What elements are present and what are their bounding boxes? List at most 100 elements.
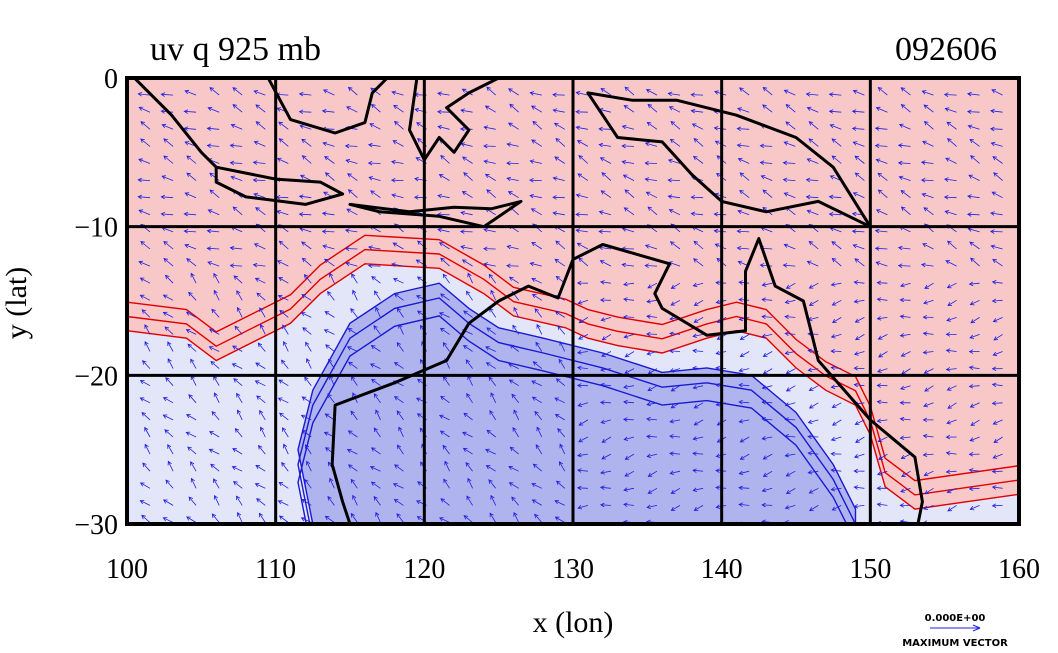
wind-vector [760, 175, 773, 181]
wind-vector [558, 358, 566, 369]
wind-vector [784, 434, 796, 439]
wind-vector [784, 331, 796, 337]
wind-vector [440, 498, 450, 506]
dry-contour [297, 282, 857, 524]
wind-vector [575, 90, 588, 96]
wind-vector [877, 436, 888, 443]
wind-vector [256, 292, 266, 301]
wind-vector [991, 503, 1003, 508]
wind-vector [922, 140, 934, 147]
wind-vector [253, 243, 266, 250]
wind-vector [644, 160, 658, 166]
wind-vector [647, 470, 658, 477]
wind-vector [970, 155, 980, 164]
wind-vector [782, 263, 796, 268]
wind-vector [874, 126, 888, 131]
wind-vector [438, 174, 450, 181]
wind-vector [506, 244, 519, 250]
wind-vector [762, 189, 773, 199]
wind-vector [601, 436, 612, 443]
wind-vector [462, 447, 473, 455]
wind-vector [807, 434, 819, 439]
wind-vector [969, 138, 980, 147]
wind-vector [467, 477, 473, 489]
wind-vector [390, 159, 404, 165]
wind-vector [138, 158, 151, 164]
wind-vector [299, 174, 312, 181]
wind-vector [301, 396, 312, 404]
x-tick-label: 140 [701, 554, 743, 585]
wind-vector [761, 417, 773, 422]
wind-vector [254, 277, 266, 284]
wind-vector [806, 158, 819, 164]
wind-vector [669, 451, 681, 456]
wind-vector [991, 469, 1003, 474]
wind-vector [279, 412, 289, 421]
wind-vector [396, 342, 404, 352]
wind-vector [255, 207, 266, 216]
wind-vector [209, 87, 220, 96]
wind-vector [989, 229, 1003, 234]
wind-vector [138, 106, 151, 113]
wind-vector [322, 89, 335, 96]
wind-vector [323, 329, 335, 335]
wind-vector [920, 177, 934, 183]
wind-vector [164, 429, 174, 438]
wind-vector [601, 172, 612, 181]
wind-vector [436, 109, 450, 115]
wind-vector [575, 228, 588, 233]
humidity-contours [127, 234, 1019, 524]
wind-vector [137, 177, 151, 183]
wind-vector [531, 396, 543, 404]
wind-vector [213, 392, 220, 403]
wind-vector [875, 209, 888, 216]
wind-vector [232, 448, 243, 455]
wind-vector [738, 485, 750, 491]
wind-vector [600, 367, 611, 372]
wind-vector [991, 298, 1003, 304]
wind-vector [210, 360, 220, 369]
wind-vector [183, 229, 197, 234]
wind-vector [945, 469, 957, 474]
wind-vector [945, 367, 957, 372]
wind-vector [559, 340, 566, 352]
wind-vector [369, 466, 381, 472]
wind-vector [437, 227, 450, 233]
wind-vector [486, 86, 496, 96]
wind-vector [460, 245, 473, 250]
wind-vector [923, 368, 934, 374]
wind-vector [301, 241, 312, 250]
wind-vector [692, 451, 704, 456]
wind-vector [461, 156, 473, 164]
wind-vector [439, 430, 450, 438]
wind-vector [808, 240, 819, 250]
wind-vector [554, 516, 565, 523]
wind-vector [784, 417, 796, 422]
wind-vector [576, 485, 588, 491]
wind-vector [969, 241, 980, 250]
wind-vector [367, 160, 381, 166]
wind-vector [575, 109, 588, 115]
wind-vector [489, 409, 497, 421]
wind-vector [207, 106, 220, 113]
wind-vector [991, 280, 1003, 285]
wind-vector [213, 289, 220, 301]
wind-vector [438, 414, 450, 421]
wind-vector [943, 195, 957, 200]
wind-vector [183, 109, 197, 114]
wind-vector [162, 294, 174, 301]
wind-vector [144, 426, 151, 438]
wind-vector [278, 240, 289, 250]
wind-vector [667, 194, 681, 199]
wind-vector [968, 452, 980, 457]
wind-vector [512, 426, 520, 438]
wind-vector [534, 308, 543, 318]
wind-vector [578, 419, 589, 426]
wind-vector [375, 409, 381, 421]
wind-vector [163, 499, 174, 506]
wind-vector [644, 244, 658, 250]
wind-vector [670, 505, 681, 511]
wind-vector [554, 397, 565, 404]
wind-vector [278, 138, 289, 147]
wind-vector [943, 177, 957, 182]
